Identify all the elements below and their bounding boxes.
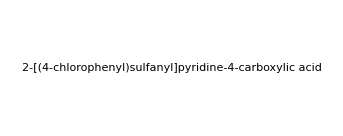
Text: 2-[(4-chlorophenyl)sulfanyl]pyridine-4-carboxylic acid: 2-[(4-chlorophenyl)sulfanyl]pyridine-4-c… xyxy=(22,63,321,73)
